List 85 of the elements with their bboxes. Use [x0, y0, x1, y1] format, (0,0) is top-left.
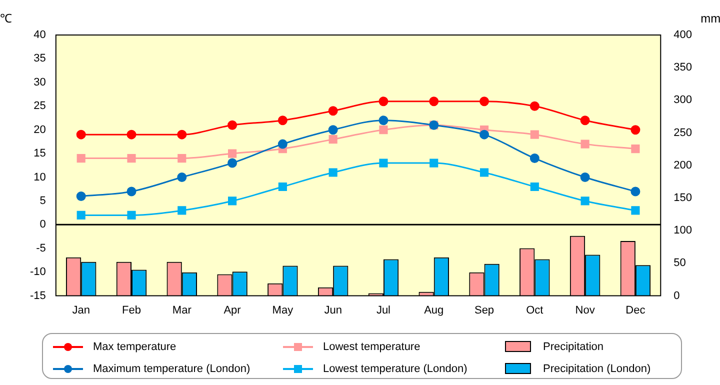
y-tick-label: 5	[40, 194, 46, 207]
x-tick-label: Sep	[474, 304, 494, 316]
point	[127, 210, 136, 220]
point	[278, 139, 288, 149]
y2-tick-label: 400	[674, 29, 692, 42]
point	[328, 135, 338, 144]
x-tick-label: Jan	[72, 304, 90, 316]
y-tick-label: -5	[36, 242, 46, 254]
x-tick-label: Nov	[575, 304, 596, 316]
y-tick-label: 35	[34, 52, 46, 65]
point	[480, 168, 489, 177]
point	[630, 125, 640, 135]
legend-label: Precipitation	[543, 341, 604, 353]
y2-tick-label: 200	[674, 159, 692, 172]
point	[378, 116, 388, 126]
y-tick-label: 10	[34, 171, 46, 184]
y-tick-label: 0	[40, 218, 46, 231]
point	[127, 154, 136, 163]
y-tick-label: 30	[34, 76, 46, 88]
point	[580, 172, 590, 182]
x-tick-label: Jul	[376, 304, 390, 316]
y2-tick-label: 0	[674, 290, 680, 302]
point	[379, 158, 388, 168]
legend-label: Lowest temperature (London)	[323, 363, 468, 375]
point	[278, 182, 287, 192]
x-tick-label: Oct	[526, 304, 544, 316]
point	[228, 158, 238, 168]
x-tick-label: Dec	[626, 304, 646, 316]
point	[580, 116, 590, 126]
x-tick-label: Aug	[424, 304, 444, 316]
legend-label: Max temperature	[93, 341, 176, 353]
point	[430, 158, 438, 168]
point	[530, 130, 539, 139]
legend-label: Lowest temperature	[323, 341, 420, 353]
point	[328, 125, 338, 135]
y-tick-label: 40	[34, 29, 46, 42]
point	[328, 168, 338, 177]
point	[480, 96, 490, 106]
y2-tick-label: 50	[674, 257, 686, 270]
point	[178, 154, 186, 163]
point	[76, 130, 86, 140]
point	[76, 210, 86, 220]
x-tick-label: Apr	[224, 304, 242, 316]
point	[228, 149, 237, 158]
point	[126, 186, 136, 196]
point	[126, 130, 136, 140]
point	[580, 196, 590, 206]
point	[631, 144, 640, 154]
y2-tick-label: 300	[674, 94, 692, 106]
point	[530, 154, 540, 164]
point	[278, 116, 288, 126]
legend-label: Precipitation (London)	[543, 363, 651, 375]
x-tick-label: Jun	[324, 304, 342, 316]
point	[228, 120, 238, 130]
point	[631, 206, 640, 215]
point	[178, 206, 186, 215]
y-tick-label: 15	[34, 148, 46, 160]
y2-axis-title: mm	[700, 11, 720, 26]
y-tick-label: -10	[30, 266, 46, 278]
point	[530, 182, 539, 192]
y-tick-label: 25	[34, 100, 46, 112]
point	[480, 130, 490, 140]
y2-tick-label: 350	[674, 62, 692, 74]
y2-tick-label: 150	[674, 192, 692, 204]
y-tick-label: -15	[30, 290, 46, 302]
point	[228, 196, 237, 206]
y-axis-title: ℃	[0, 11, 12, 26]
point	[580, 140, 590, 148]
point	[177, 130, 187, 140]
x-tick-label: Mar	[172, 304, 192, 316]
point	[177, 172, 187, 182]
point	[378, 96, 388, 106]
x-tick-label: May	[272, 304, 294, 316]
legend-label: Maximum temperature (London)	[93, 363, 250, 375]
y2-tick-label: 100	[674, 224, 692, 237]
y2-tick-label: 250	[674, 126, 692, 139]
point	[76, 154, 86, 163]
point	[379, 126, 388, 134]
x-tick-label: Feb	[122, 304, 141, 316]
point	[630, 186, 640, 196]
y-tick-label: 20	[34, 124, 46, 136]
point	[328, 106, 338, 116]
point	[76, 191, 86, 201]
point	[530, 101, 540, 111]
point	[429, 96, 439, 106]
